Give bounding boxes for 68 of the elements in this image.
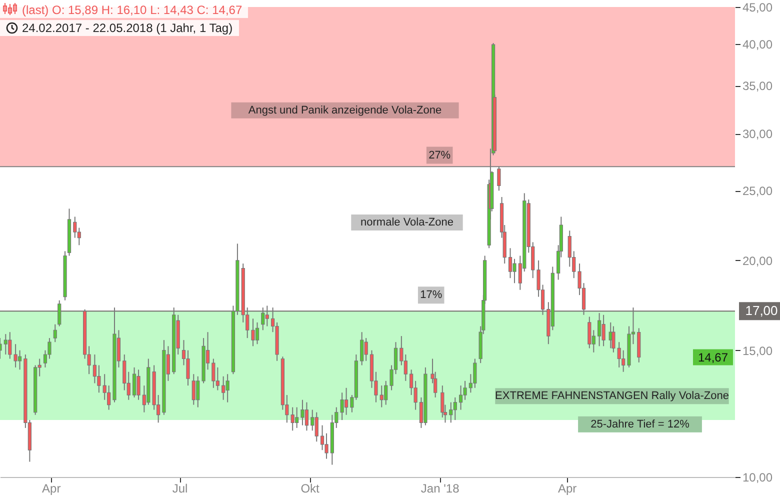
candlestick xyxy=(136,369,140,400)
candlestick xyxy=(473,358,477,388)
candlestick xyxy=(360,332,364,366)
candlestick xyxy=(384,380,388,406)
y-tick-label: 25,00 xyxy=(742,184,773,198)
candlestick xyxy=(598,312,602,347)
y-tick-label: 30,00 xyxy=(742,127,773,142)
candlestick xyxy=(8,332,12,360)
candlestick xyxy=(304,402,309,432)
candlestick xyxy=(300,399,304,426)
candlestick xyxy=(295,406,299,428)
candlestick xyxy=(196,376,200,408)
ref-line-label: 17,00 xyxy=(745,303,778,318)
x-tick-label: Apr xyxy=(42,482,61,496)
candlestick xyxy=(320,424,324,451)
annotation: normale Vola-Zone xyxy=(360,216,454,228)
candlestick xyxy=(53,324,57,343)
y-tick-label: 10,00 xyxy=(742,470,773,484)
annotation: 27% xyxy=(428,149,451,162)
text: 24.02.2017 - 22.05.2018 (1 Jahr, 1 Tag) xyxy=(0,20,239,36)
candlestick xyxy=(212,358,216,388)
candlestick xyxy=(458,385,463,410)
annotation: 25-Jahre Tief = 12% xyxy=(590,418,690,430)
y-tick-label: 15,00 xyxy=(742,344,773,358)
candlestick xyxy=(4,334,8,355)
candlestick xyxy=(226,374,230,403)
candlestick xyxy=(132,366,136,398)
x-tick-label: Jul xyxy=(172,482,188,496)
candlestick xyxy=(261,307,265,331)
candlestick xyxy=(222,376,226,400)
annotation: Angst und Panik anzeigende Vola-Zone xyxy=(248,104,442,116)
candlestick xyxy=(18,350,22,370)
annotation: EXTREME FAHNENSTANGEN Rally Vola-Zone xyxy=(495,390,729,402)
y-tick-label: 20,00 xyxy=(742,254,773,268)
candlestick xyxy=(622,350,626,372)
candlestick xyxy=(512,258,516,284)
candlestick xyxy=(314,412,318,442)
candlestick xyxy=(255,322,260,345)
candlestick xyxy=(588,316,592,349)
candlestick xyxy=(508,248,512,279)
candlestick xyxy=(107,385,111,410)
candlestick xyxy=(58,300,62,327)
candlestick xyxy=(364,338,368,362)
candlestick xyxy=(73,216,77,238)
candlestick xyxy=(617,342,621,368)
candlestick xyxy=(602,314,606,347)
candlestick xyxy=(48,338,52,360)
y-tick-label: 35,00 xyxy=(742,79,773,94)
candlestick xyxy=(612,326,616,353)
y-tick-label: 45,00 xyxy=(742,0,773,14)
y-tick-label: 40,00 xyxy=(742,37,773,52)
candlestick xyxy=(265,305,269,327)
chart-title: (last) O: 15,89 H: 16,10 L: 14,43 C: 14,67 xyxy=(0,2,248,18)
candlestick xyxy=(449,402,453,424)
candlestick xyxy=(251,318,255,347)
x-tick-label: Okt xyxy=(300,482,320,496)
candlestick xyxy=(216,366,220,391)
x-tick-label: Jan '18 xyxy=(420,482,460,496)
annotation: 14,67 xyxy=(698,350,728,364)
candlestick xyxy=(340,392,344,421)
candlestick xyxy=(290,406,294,432)
candlestick xyxy=(192,374,196,406)
annotation: 17% xyxy=(420,289,442,302)
candlestick xyxy=(14,344,18,368)
candlestick xyxy=(380,385,384,408)
candlestick xyxy=(453,396,457,421)
candlestick xyxy=(97,364,101,394)
x-tick-label: Apr xyxy=(558,482,577,496)
